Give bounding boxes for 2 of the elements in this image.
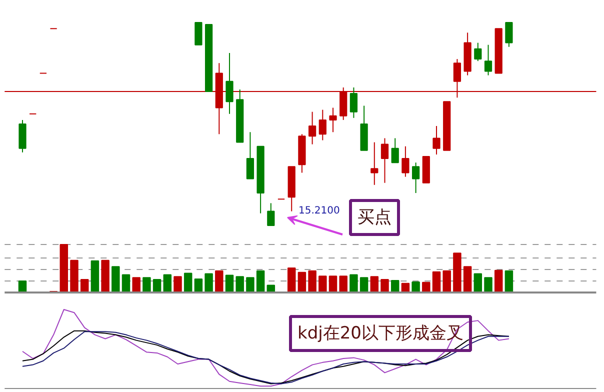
annotation: 15.2100 [298, 206, 340, 216]
annotation: 买点 [358, 208, 392, 228]
